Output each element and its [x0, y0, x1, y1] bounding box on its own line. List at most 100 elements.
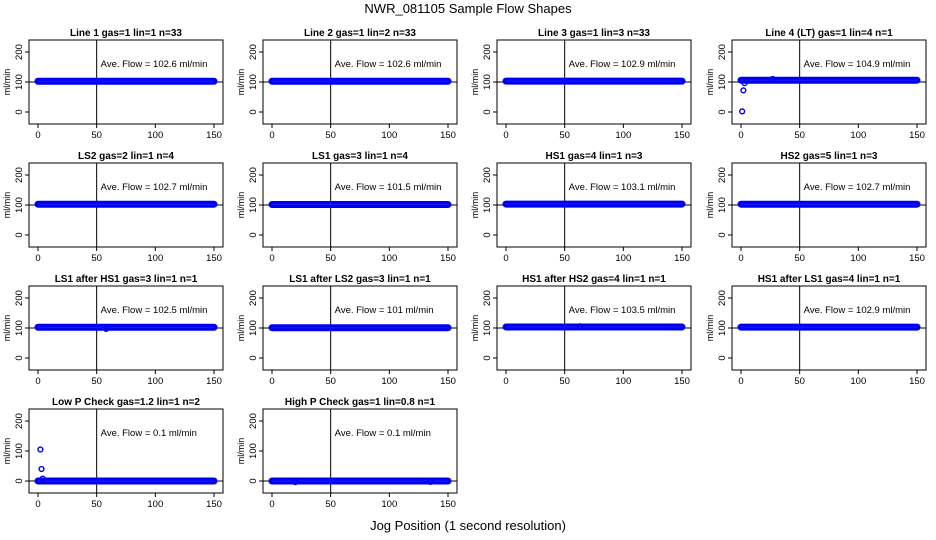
average-flow-value: 101.5 [387, 182, 411, 193]
average-flow-label: Ave. Flow = [569, 305, 619, 316]
average-flow-annotation: Ave. Flow = 103.5 ml/min [569, 305, 676, 316]
average-flow-value: 101 [387, 305, 403, 316]
average-flow-annotation: Ave. Flow = 101 ml/min [335, 305, 434, 316]
average-flow-unit: ml/min [647, 305, 675, 316]
average-flow-annotation: Ave. Flow = 102.5 ml/min [101, 305, 208, 316]
x-tick-label: 50 [794, 253, 805, 264]
average-flow-value: 102.9 [856, 305, 880, 316]
y-tick-label: 0 [248, 478, 259, 483]
x-tick-label: 150 [440, 253, 456, 264]
y-tick-label: 100 [248, 320, 259, 336]
y-axis-label: ml/min [236, 315, 246, 342]
panel: HS1 after LS1 gas=4 lin=1 n=1 0 50 100 150 0 1… [705, 274, 927, 387]
average-flow-label: Ave. Flow = [804, 305, 854, 316]
y-axis-label: ml/min [2, 438, 12, 465]
average-flow-value: 102.7 [856, 182, 880, 193]
data-point [740, 87, 747, 94]
average-flow-value: 102.6 [153, 59, 177, 70]
y-tick-label: 0 [717, 232, 728, 237]
data-point [427, 478, 434, 486]
panel: Line 3 gas=1 lin=3 n=330 50 100 1500100200m… [470, 28, 692, 141]
y-axis-label: ml/min [705, 192, 715, 219]
average-flow-unit: ml/min [179, 182, 207, 193]
y-tick-label: 200 [717, 290, 728, 306]
y-tick-label: 100 [14, 74, 25, 90]
x-tick-label: 0 [738, 376, 743, 387]
x-tick-label: 150 [674, 130, 690, 141]
x-tick-label: 50 [325, 499, 336, 510]
y-tick-label: 100 [248, 197, 259, 213]
x-tick-label: 0 [503, 253, 508, 264]
panel: LS1 after LS2 gas=3 lin=1 n=1 0 50 100 150 0 1… [236, 274, 458, 387]
y-tick-label: 200 [717, 44, 728, 60]
y-tick-label: 0 [717, 355, 728, 360]
x-tick-label: 150 [674, 253, 690, 264]
x-tick-label: 0 [738, 253, 743, 264]
average-flow-unit: ml/min [413, 182, 441, 193]
y-tick-label: 200 [482, 167, 493, 183]
y-tick-label: 100 [717, 74, 728, 90]
x-tick-label: 150 [206, 376, 222, 387]
x-tick-label: 150 [206, 499, 222, 510]
x-tick-label: 0 [35, 376, 40, 387]
y-axis-label: ml/min [2, 192, 12, 219]
x-tick-label: 150 [440, 130, 456, 141]
x-tick-label: 100 [615, 130, 631, 141]
y-tick-label: 100 [482, 320, 493, 336]
y-tick-label: 200 [248, 413, 259, 429]
y-tick-label: 200 [14, 167, 25, 183]
x-tick-label: 0 [35, 130, 40, 141]
panel-title: HS1 after LS1 gas=4 lin=1 n=1 [758, 274, 901, 285]
average-flow-annotation: Ave. Flow = 102.9 ml/min [569, 59, 676, 70]
y-tick-label: 0 [482, 355, 493, 360]
y-axis-label: ml/min [705, 69, 715, 96]
panel-title: Line 1 gas=1 lin=1 n=33 [70, 28, 182, 39]
average-flow-annotation: Ave. Flow = 102.6 ml/min [335, 59, 442, 70]
panel: HS1 gas=4 lin=1 n=30 50 100 1500100200ml/mi… [470, 151, 692, 264]
panel-title: Line 2 gas=1 lin=2 n=33 [304, 28, 416, 39]
data-point [739, 108, 746, 115]
average-flow-label: Ave. Flow = [101, 182, 151, 193]
x-tick-label: 100 [147, 376, 163, 387]
x-tick-label: 150 [206, 130, 222, 141]
average-flow-label: Ave. Flow = [101, 59, 151, 70]
panel-title: LS2 gas=2 lin=1 n=4 [78, 151, 174, 162]
y-tick-label: 100 [248, 443, 259, 459]
average-flow-value: 103.1 [621, 182, 645, 193]
x-tick-label: 0 [738, 130, 743, 141]
average-flow-unit: ml/min [413, 59, 441, 70]
average-flow-annotation: Ave. Flow = 104.9 ml/min [804, 59, 911, 70]
average-flow-label: Ave. Flow = [569, 182, 619, 193]
y-tick-label: 200 [717, 167, 728, 183]
x-tick-label: 50 [91, 130, 102, 141]
x-tick-label: 50 [91, 499, 102, 510]
x-tick-label: 150 [440, 376, 456, 387]
average-flow-unit: ml/min [179, 305, 207, 316]
average-flow-annotation: Ave. Flow = 101.5 ml/min [335, 182, 442, 193]
panel-title: LS1 after LS2 gas=3 lin=1 n=1 [289, 274, 431, 285]
panel: LS1 after HS1 gas=3 lin=1 n=1 0 50 100 150 0 1… [2, 274, 224, 387]
y-tick-label: 100 [248, 74, 259, 90]
x-tick-label: 100 [850, 376, 866, 387]
average-flow-annotation: Ave. Flow = 103.1 ml/min [569, 182, 676, 193]
y-tick-label: 100 [14, 443, 25, 459]
average-flow-unit: ml/min [406, 305, 434, 316]
panel-title: High P Check gas=1 lin=0.8 n=1 [285, 397, 436, 408]
x-tick-label: 100 [850, 130, 866, 141]
x-tick-label: 0 [269, 376, 274, 387]
panel-title: HS2 gas=5 lin=1 n=3 [781, 151, 878, 162]
average-flow-value: 102.9 [621, 59, 645, 70]
y-axis-label: ml/min [236, 438, 246, 465]
average-flow-annotation: Ave. Flow = 0.1 ml/min [101, 428, 197, 439]
average-flow-label: Ave. Flow = [101, 428, 151, 439]
y-axis-label: ml/min [470, 192, 480, 219]
panel-title: LS1 gas=3 lin=1 n=4 [312, 151, 408, 162]
average-flow-annotation: Ave. Flow = 0.1 ml/min [335, 428, 431, 439]
y-axis-label: ml/min [236, 69, 246, 96]
panel-title: Line 4 (LT) gas=1 lin=4 n=1 [765, 28, 893, 39]
average-flow-label: Ave. Flow = [569, 59, 619, 70]
x-tick-label: 0 [269, 130, 274, 141]
y-axis-label: ml/min [470, 315, 480, 342]
x-tick-label: 150 [909, 376, 925, 387]
x-tick-label: 100 [381, 376, 397, 387]
